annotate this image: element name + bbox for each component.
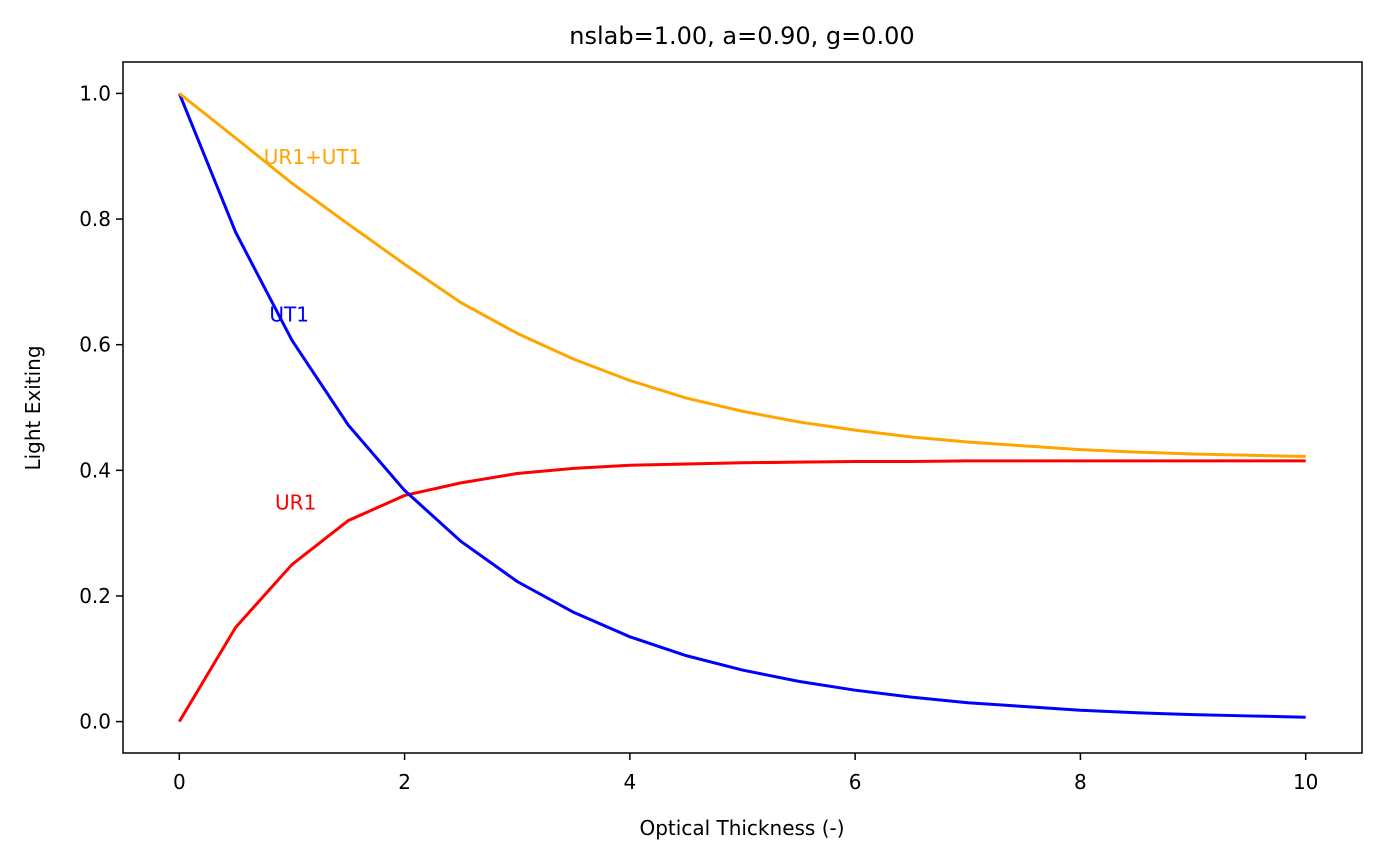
- chart-title: nslab=1.00, a=0.90, g=0.00: [569, 22, 914, 50]
- x-tick-label: 4: [623, 770, 636, 794]
- x-tick-label: 2: [398, 770, 411, 794]
- y-tick-label: 0.6: [79, 333, 111, 357]
- x-tick-label: 8: [1074, 770, 1087, 794]
- x-axis-label: Optical Thickness (-): [639, 816, 844, 840]
- series-line: [178, 92, 1306, 458]
- y-tick-label: 0.0: [79, 710, 111, 734]
- x-tick-label: 10: [1293, 770, 1318, 794]
- series-line: [177, 92, 1306, 719]
- series-line: [178, 459, 1306, 723]
- annotation: UR1+UT1: [264, 145, 362, 169]
- x-tick-label: 6: [849, 770, 862, 794]
- plot-frame: [122, 61, 1363, 754]
- x-tick-label: 0: [173, 770, 186, 794]
- y-tick-label: 0.8: [79, 207, 111, 231]
- y-axis-label: Light Exiting: [21, 345, 45, 470]
- annotation: UT1: [269, 302, 309, 326]
- annotation: UR1: [275, 491, 316, 515]
- y-tick-label: 0.4: [79, 458, 111, 482]
- y-tick-label: 0.2: [79, 584, 111, 608]
- y-tick-label: 1.0: [79, 81, 111, 105]
